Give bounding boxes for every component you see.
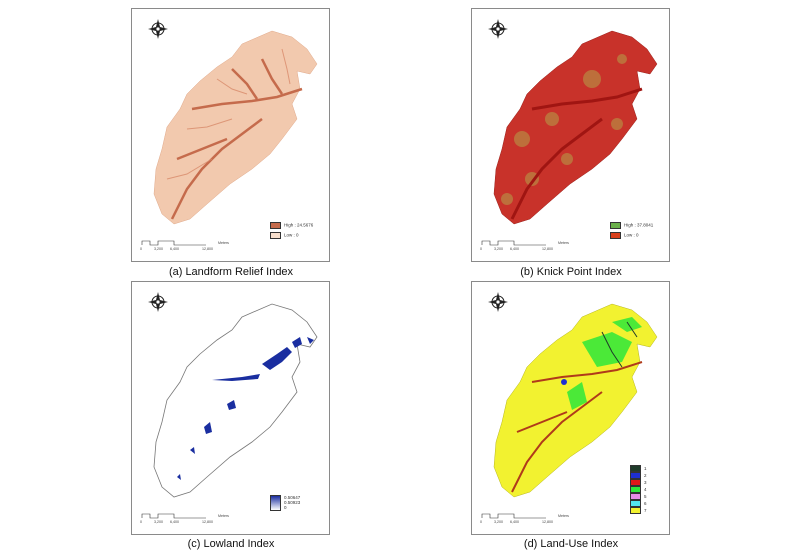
legend-item: 3 <box>630 479 647 486</box>
legend-item: 1 <box>630 465 647 472</box>
legend-knick: High : 37.8041 Low : 0 <box>610 222 653 239</box>
legend-landform: High : 24.5676 Low : 0 <box>270 222 313 239</box>
caption-c: (c) Lowland Index <box>187 538 275 550</box>
scale-bar <box>481 240 546 246</box>
compass-rose-icon <box>148 292 168 312</box>
watershed-outline <box>153 303 318 498</box>
legend-item: 7 <box>630 507 647 514</box>
legend-low: Low : 0 <box>624 232 639 238</box>
legend-land-use: 1 2 3 4 5 6 7 <box>630 465 647 514</box>
legend-lowland: 0.50647 0.50923 0 <box>270 495 300 511</box>
panel-knick-point: High : 37.8041 Low : 0 0 3,200 6,400 12,… <box>471 8 670 262</box>
watershed-shape <box>493 30 658 225</box>
compass-rose-icon <box>488 19 508 39</box>
map-land-use <box>481 292 658 519</box>
watershed-shape <box>153 30 318 225</box>
panel-lowland: 0.50647 0.50923 0 0 3,200 6,400 12,800 M… <box>131 281 330 535</box>
panel-landform-relief: High : 24.5676 Low : 0 0 3,200 6,400 12,… <box>131 8 330 262</box>
legend-value-3: 0 <box>284 505 287 511</box>
legend-high: High : 37.8041 <box>624 222 654 228</box>
legend-item: 4 <box>630 486 647 493</box>
map-knick-point <box>481 19 658 246</box>
legend-value-1: 0.50647 <box>284 495 301 500</box>
panel-land-use: 1 2 3 4 5 6 7 0 3,200 6,400 12,800 Meter… <box>471 281 670 535</box>
caption-d: (d) Land-Use Index <box>523 538 619 550</box>
map-landform-relief <box>141 19 318 246</box>
compass-rose-icon <box>488 292 508 312</box>
scale-bar <box>141 240 206 246</box>
legend-low: Low : 0 <box>284 232 299 238</box>
legend-item: 6 <box>630 500 647 507</box>
compass-rose-icon <box>148 19 168 39</box>
map-lowland <box>141 292 318 519</box>
caption-a: (a) Landform Relief Index <box>168 266 294 278</box>
legend-high: High : 24.5676 <box>284 222 314 228</box>
caption-b: (b) Knick Point Index <box>520 266 622 278</box>
legend-item: 5 <box>630 493 647 500</box>
scale-bar <box>141 513 206 519</box>
legend-value-2: 0.50923 <box>284 500 301 506</box>
legend-item: 2 <box>630 472 647 479</box>
scale-bar <box>481 513 546 519</box>
